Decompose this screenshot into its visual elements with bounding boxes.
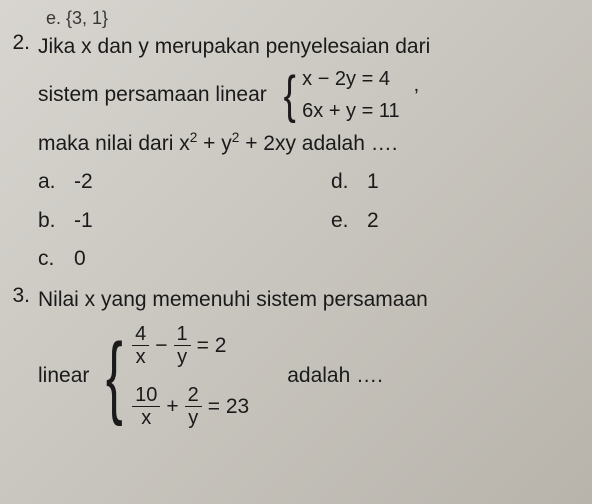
choice-b: b.-1 [38,205,281,238]
brace-icon: { [283,74,295,117]
q2-eq1: x − 2y = 4 [302,64,399,95]
brace-icon: { [106,342,123,411]
choice-e: e.2 [331,205,574,238]
choice-a: a.-2 [38,166,281,199]
q3-linear-word: linear [38,360,89,393]
q2-system: { x − 2y = 4 6x + y = 11 [281,64,400,127]
q2-line2-pre: sistem persamaan linear [38,79,267,112]
choice-d: d.1 [331,166,574,199]
question-number: 3. [8,284,38,308]
q3-eq2: 10x + 2y = 23 [132,385,249,428]
question-3: 3. Nilai x yang memenuhi sistem persamaa… [8,284,574,433]
question-2: 2. Jika x dan y merupakan penyelesaian d… [8,31,574,276]
q3-line1: Nilai x yang memenuhi sistem persamaan [38,284,574,317]
q3-system: { 4x − 1y = 2 10x + 2y = 23 [99,320,249,432]
question-number: 2. [8,31,38,55]
q2-choices: a.-2 d.1 b.-1 e.2 c.0 [38,166,574,276]
q3-eq1: 4x − 1y = 2 [132,324,249,367]
choice-c: c.0 [38,243,281,276]
q2-line1: Jika x dan y merupakan penyelesaian dari [38,31,574,64]
q3-adalah: adalah …. [287,360,383,393]
q2-comma: , [414,70,420,101]
q2-eq2: 6x + y = 11 [302,96,399,127]
q2-line3: maka nilai dari x2 + y2 + 2xy adalah …. [38,127,574,161]
partial-previous-line: e. {3, 1} [46,8,574,29]
